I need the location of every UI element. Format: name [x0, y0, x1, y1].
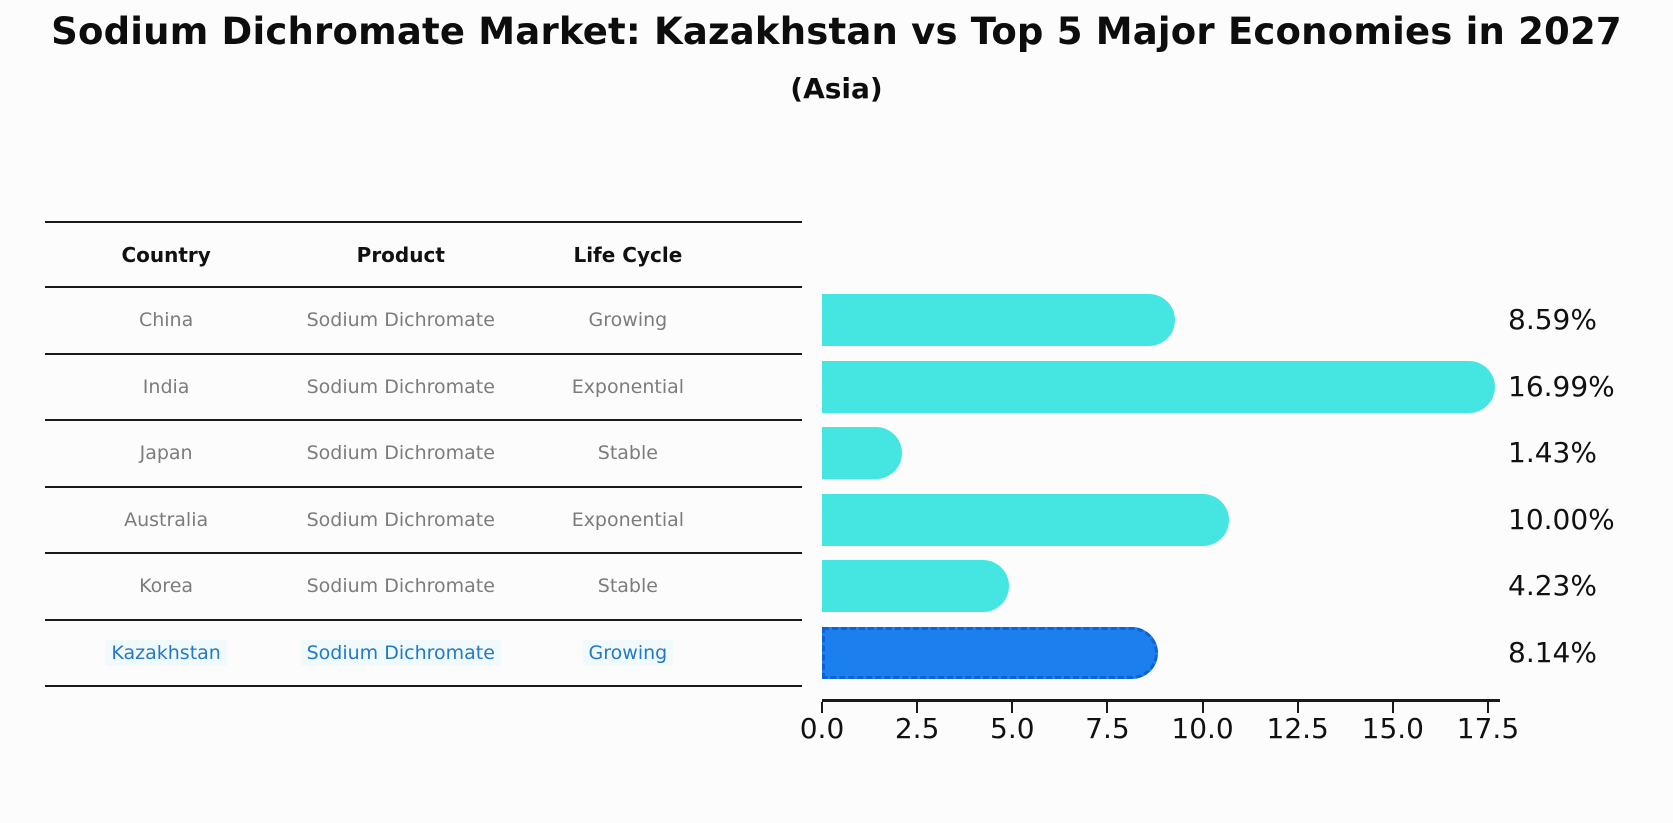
country-text: Australia	[124, 508, 209, 531]
value-label-kazakhstan: 8.14%	[1508, 635, 1597, 669]
life-cycle-cell: Exponential	[514, 509, 741, 531]
x-tick-12.5	[1296, 702, 1299, 713]
table-row-kazakhstan: Kazakhstan Sodium Dichromate Growing	[45, 621, 802, 687]
x-tick-17.5	[1486, 702, 1489, 713]
x-tick-label-5.0: 5.0	[990, 712, 1035, 745]
x-tick-label-0.0: 0.0	[799, 712, 845, 745]
table-header-row: Country Product Life Cycle	[45, 223, 802, 288]
country-cell: India	[45, 376, 287, 398]
country-cell: Japan	[45, 442, 287, 464]
life-cycle-text: Growing	[588, 309, 668, 332]
country-cell: China	[45, 309, 287, 331]
country-text: China	[138, 309, 194, 332]
table-row-india: India Sodium Dichromate Exponential	[45, 355, 802, 421]
x-tick-label-15.0: 15.0	[1361, 712, 1424, 745]
chart-title: Sodium Dichromate Market: Kazakhstan vs …	[51, 10, 1622, 53]
product-text: Sodium Dichromate	[306, 309, 495, 332]
value-label-korea: 4.23%	[1508, 569, 1597, 603]
table-row-japan: Japan Sodium Dichromate Stable	[45, 421, 802, 488]
x-tick-2.5	[916, 702, 919, 713]
column-header-country: Country	[121, 242, 211, 267]
x-tick-5.0	[1011, 702, 1014, 713]
bar-plot-area	[822, 287, 1542, 687]
bar-kazakhstan	[822, 626, 1158, 679]
x-tick-label-7.5: 7.5	[1085, 712, 1130, 745]
country-text: Japan	[139, 442, 193, 465]
column-header-lifecycle: Life Cycle	[573, 242, 683, 267]
x-tick-7.5	[1106, 702, 1109, 713]
country-text: Korea	[139, 575, 194, 598]
table-body: China Sodium Dichromate Growing India Sodium…	[45, 288, 802, 687]
product-cell: Sodium Dichromate	[287, 509, 514, 531]
life-cycle-cell: Stable	[514, 442, 741, 464]
product-text: Sodium Dichromate	[306, 508, 495, 531]
column-header-product: Product	[356, 242, 445, 267]
life-cycle-text: Stable	[597, 575, 658, 598]
bar-china	[822, 294, 1175, 347]
value-label-india: 16.99%	[1508, 369, 1615, 403]
product-cell: Sodium Dichromate	[287, 639, 514, 666]
country-cell: Korea	[45, 575, 287, 597]
country-text: Kazakhstan	[105, 639, 227, 666]
country-table: Country Product Life Cycle China Sodium D…	[45, 221, 802, 687]
life-cycle-text: Exponential	[571, 508, 685, 531]
life-cycle-text: Exponential	[571, 375, 685, 398]
country-cell: Australia	[45, 509, 287, 531]
product-cell: Sodium Dichromate	[287, 376, 514, 398]
life-cycle-text: Growing	[582, 639, 674, 666]
x-tick-0.0	[821, 702, 823, 713]
country-cell: Kazakhstan	[45, 639, 287, 666]
chart-subtitle: (Asia)	[790, 72, 883, 105]
product-cell: Sodium Dichromate	[287, 442, 514, 464]
product-text: Sodium Dichromate	[306, 575, 495, 598]
x-tick-10.0	[1201, 702, 1204, 713]
product-text: Sodium Dichromate	[306, 375, 495, 398]
life-cycle-cell: Growing	[514, 639, 741, 666]
value-label-china: 8.59%	[1508, 303, 1597, 337]
x-tick-label-12.5: 12.5	[1266, 712, 1329, 745]
bar-india	[822, 360, 1495, 413]
product-cell: Sodium Dichromate	[287, 575, 514, 597]
product-cell: Sodium Dichromate	[287, 309, 514, 331]
x-axis-line	[822, 699, 1500, 702]
bar-australia	[822, 493, 1229, 546]
table-row-china: China Sodium Dichromate Growing	[45, 288, 802, 355]
value-label-japan: 1.43%	[1508, 436, 1597, 470]
country-text: India	[142, 375, 190, 398]
life-cycle-cell: Exponential	[514, 376, 741, 398]
x-tick-label-2.5: 2.5	[894, 712, 940, 745]
life-cycle-text: Stable	[597, 442, 658, 465]
product-text: Sodium Dichromate	[306, 442, 495, 465]
x-tick-label-10.0: 10.0	[1171, 712, 1234, 745]
x-tick-15.0	[1391, 702, 1394, 713]
bar-japan	[822, 427, 902, 480]
life-cycle-cell: Growing	[514, 309, 741, 331]
table-row-korea: Korea Sodium Dichromate Stable	[45, 554, 802, 621]
product-text: Sodium Dichromate	[300, 639, 501, 666]
table-row-australia: Australia Sodium Dichromate Exponential	[45, 488, 802, 554]
life-cycle-cell: Stable	[514, 575, 741, 597]
x-tick-label-17.5: 17.5	[1456, 712, 1520, 745]
bar-korea	[822, 560, 1009, 613]
value-label-australia: 10.00%	[1508, 502, 1615, 536]
